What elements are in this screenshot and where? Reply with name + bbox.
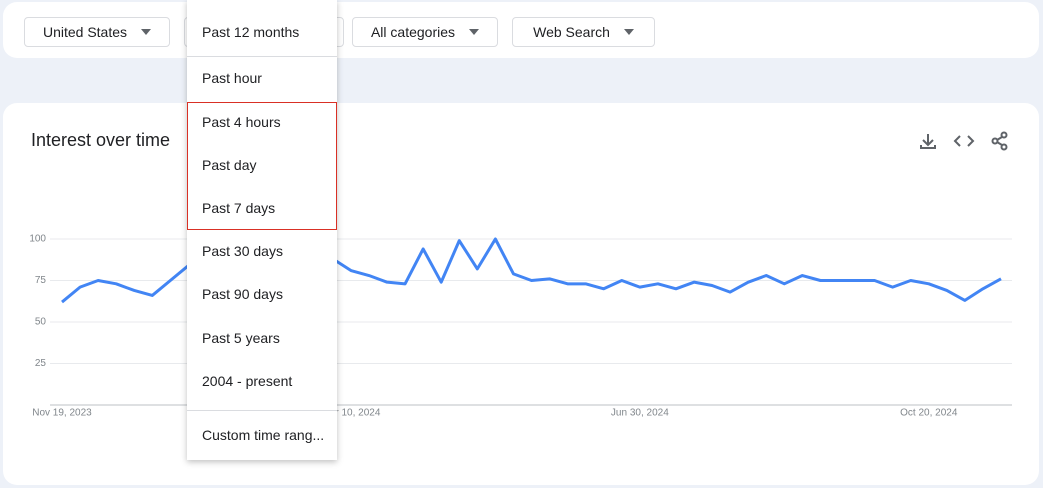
x-tick-label: Nov 19, 2023 bbox=[32, 408, 92, 419]
chart-title: Interest over time bbox=[31, 130, 170, 150]
region-filter[interactable]: United States bbox=[24, 17, 170, 47]
y-tick-label: 50 bbox=[35, 317, 47, 328]
x-tick-label: Mar 10, 2024 bbox=[321, 408, 380, 419]
menu-option[interactable]: Past 30 days bbox=[202, 243, 283, 259]
category-filter[interactable]: All categories bbox=[352, 17, 498, 47]
menu-option[interactable]: Past 7 days bbox=[202, 200, 276, 216]
x-tick-label: Oct 20, 2024 bbox=[900, 408, 958, 419]
menu-option[interactable]: Past 5 years bbox=[202, 330, 280, 346]
menu-option[interactable]: Past 4 hours bbox=[202, 114, 281, 130]
embed-icon[interactable] bbox=[953, 135, 975, 147]
time-menu: Past 12 months Past hour Past 4 hours Past … bbox=[187, 0, 337, 460]
filter-label: All categories bbox=[370, 24, 456, 40]
highlight-box bbox=[187, 102, 337, 230]
x-tick-label: Jun 30, 2024 bbox=[611, 408, 669, 419]
y-tick-label: 75 bbox=[35, 275, 47, 286]
download-icon[interactable] bbox=[920, 134, 936, 149]
y-tick-label: 25 bbox=[35, 358, 47, 369]
menu-option[interactable]: Past 12 months bbox=[202, 24, 300, 40]
search-type-filter[interactable]: Web Search bbox=[512, 17, 655, 47]
y-tick-label: 100 bbox=[29, 234, 46, 245]
filter-label: Web Search bbox=[533, 24, 610, 40]
menu-option[interactable]: Past hour bbox=[202, 70, 262, 86]
menu-option[interactable]: Past 90 days bbox=[202, 286, 283, 302]
menu-option[interactable]: 2004 - present bbox=[202, 373, 293, 389]
chart-card bbox=[3, 103, 1039, 485]
menu-separator bbox=[187, 410, 337, 411]
menu-option[interactable]: Custom time rang... bbox=[202, 427, 325, 443]
chart-actions bbox=[920, 131, 1008, 151]
data-line bbox=[61, 237, 1002, 304]
filter-label: United States bbox=[42, 24, 128, 40]
menu-option[interactable]: Past day bbox=[202, 157, 257, 173]
share-icon[interactable] bbox=[991, 131, 1008, 151]
menu-separator bbox=[187, 56, 337, 57]
